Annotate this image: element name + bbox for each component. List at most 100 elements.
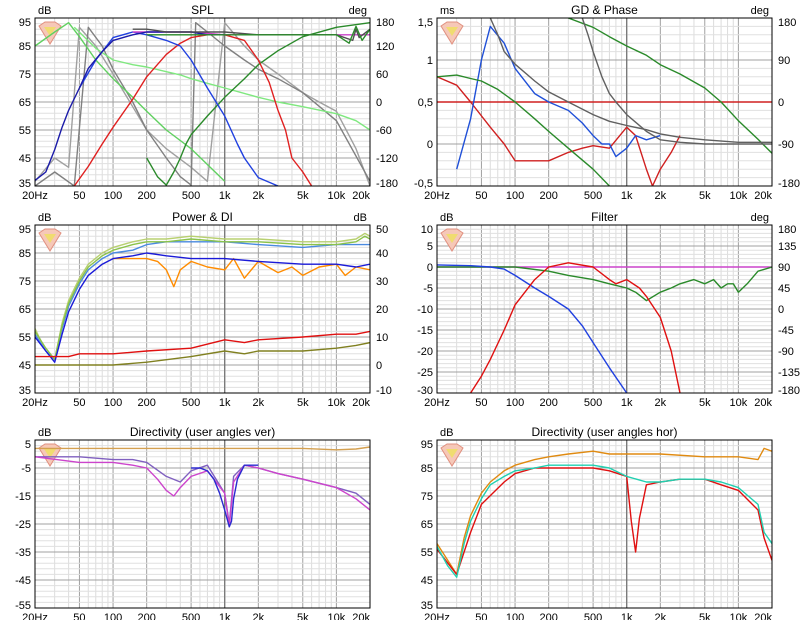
x-tick-label: 200 bbox=[137, 190, 155, 202]
y-tick-label: 45 bbox=[421, 575, 433, 587]
x-tick-label: 20k bbox=[754, 397, 772, 409]
y2-unit-label: deg bbox=[751, 5, 769, 17]
series-line bbox=[35, 235, 370, 361]
y-tick-label: 75 bbox=[19, 69, 31, 81]
x-tick-label: 10k bbox=[730, 612, 748, 620]
y2-tick-label: -180 bbox=[376, 178, 398, 190]
y2-tick-label: 135 bbox=[778, 241, 796, 253]
x-tick-label: 2k bbox=[253, 612, 265, 620]
y-tick-label: 0 bbox=[427, 139, 433, 151]
panel-1: SPL dB deg 95 85 75 65 55 45 35 180 120 60 0 -60 -120 -1… bbox=[19, 3, 398, 202]
x-tick-label: 1k bbox=[621, 612, 633, 620]
x-tick-label: 20Hz bbox=[424, 190, 450, 202]
y2-tick-label: -120 bbox=[376, 153, 398, 165]
y-tick-label: -35 bbox=[15, 547, 31, 559]
x-tick-label: 20k bbox=[754, 190, 772, 202]
y2-tick-label: 90 bbox=[778, 55, 790, 67]
y2-tick-label: 0 bbox=[778, 97, 784, 109]
y-tick-label: -15 bbox=[15, 491, 31, 503]
x-tick-label: 10k bbox=[328, 397, 346, 409]
x-tick-label: 500 bbox=[182, 397, 200, 409]
series-line bbox=[35, 22, 370, 186]
y2-tick-label: 40 bbox=[376, 248, 388, 260]
y2-tick-label: 45 bbox=[778, 283, 790, 295]
series-line bbox=[581, 18, 772, 145]
x-tick-label: 10k bbox=[730, 397, 748, 409]
x-tick-label: 20Hz bbox=[424, 397, 450, 409]
series-line bbox=[35, 22, 370, 186]
panel-2: GD & Phase ms deg 1,5 1 0,5 0 -0,5 180 90 0 -90 -180… bbox=[414, 3, 800, 202]
y2-tick-label: -180 bbox=[778, 385, 800, 397]
plot-frame bbox=[436, 439, 773, 609]
chart-title: Directivity (user angles ver) bbox=[130, 425, 275, 439]
y-tick-label: 75 bbox=[19, 276, 31, 288]
x-tick-label: 100 bbox=[506, 190, 524, 202]
y-tick-label: -5 bbox=[21, 463, 31, 475]
logo-inner-icon bbox=[44, 234, 56, 243]
chart-title: Directivity (user angles hor) bbox=[531, 425, 677, 439]
x-tick-label: 50 bbox=[475, 397, 487, 409]
series-group bbox=[437, 18, 772, 186]
x-tick-label: 500 bbox=[182, 612, 200, 620]
x-tick-label: 50 bbox=[475, 612, 487, 620]
logo-inner-icon bbox=[44, 27, 56, 36]
x-tick-label: 20k bbox=[352, 190, 370, 202]
x-tick-label: 100 bbox=[506, 612, 524, 620]
plot-frame bbox=[436, 17, 773, 187]
series-group bbox=[437, 262, 772, 393]
series-group bbox=[35, 232, 370, 366]
y-unit-label: dB bbox=[38, 212, 51, 224]
y-tick-label: 95 bbox=[421, 439, 433, 451]
x-tick-label: 50 bbox=[475, 190, 487, 202]
x-tick-label: 100 bbox=[506, 397, 524, 409]
y2-tick-label: 30 bbox=[376, 276, 388, 288]
y-tick-label: 10 bbox=[421, 224, 433, 236]
y-tick-label: 1,5 bbox=[418, 17, 433, 29]
chart-title: GD & Phase bbox=[571, 3, 638, 17]
x-tick-label: 20k bbox=[352, 612, 370, 620]
y-unit-label: dB bbox=[38, 5, 51, 17]
series-line bbox=[437, 447, 772, 576]
logo bbox=[440, 21, 464, 45]
logo bbox=[38, 21, 62, 45]
x-tick-label: 2k bbox=[655, 612, 667, 620]
x-tick-label: 500 bbox=[182, 190, 200, 202]
series-line bbox=[113, 257, 370, 288]
y-tick-label: 35 bbox=[19, 178, 31, 190]
series-line bbox=[35, 22, 226, 182]
y-tick-label: 65 bbox=[19, 304, 31, 316]
y2-tick-label: -135 bbox=[778, 367, 800, 379]
y-unit-label: ms bbox=[440, 5, 455, 17]
y-tick-label: 35 bbox=[19, 385, 31, 397]
y-tick-label: 45 bbox=[19, 153, 31, 165]
y2-tick-label: -90 bbox=[778, 346, 794, 358]
panel-6: Directivity (user angles hor) dB 95 85 75 65 5… bbox=[421, 425, 773, 624]
x-tick-label: 2k bbox=[655, 190, 667, 202]
y-tick-label: -30 bbox=[417, 385, 433, 397]
y-tick-label: 85 bbox=[421, 463, 433, 475]
y-tick-label: 0 bbox=[427, 262, 433, 274]
y-tick-label: -20 bbox=[417, 346, 433, 358]
y-tick-label: 45 bbox=[19, 360, 31, 372]
x-tick-label: 200 bbox=[539, 397, 557, 409]
y2-tick-label: 180 bbox=[376, 17, 394, 29]
y-tick-label: 0,5 bbox=[418, 97, 433, 109]
y-tick-label: -0,5 bbox=[414, 178, 433, 190]
series-line bbox=[437, 266, 772, 302]
x-tick-label: 10k bbox=[328, 190, 346, 202]
series-line bbox=[35, 446, 370, 451]
x-tick-label: 20Hz bbox=[22, 397, 48, 409]
logo-inner-icon bbox=[44, 449, 56, 458]
y2-unit-label: dB bbox=[354, 212, 367, 224]
chart-title: SPL bbox=[191, 3, 214, 17]
y-tick-label: -55 bbox=[15, 600, 31, 612]
y-tick-label: -25 bbox=[417, 367, 433, 379]
series-group bbox=[437, 447, 772, 578]
y-tick-label: 65 bbox=[421, 519, 433, 531]
x-tick-label: 50 bbox=[73, 397, 85, 409]
logo bbox=[440, 443, 464, 467]
y-unit-label: dB bbox=[440, 212, 453, 224]
y-tick-label: 85 bbox=[19, 248, 31, 260]
logo bbox=[440, 228, 464, 252]
